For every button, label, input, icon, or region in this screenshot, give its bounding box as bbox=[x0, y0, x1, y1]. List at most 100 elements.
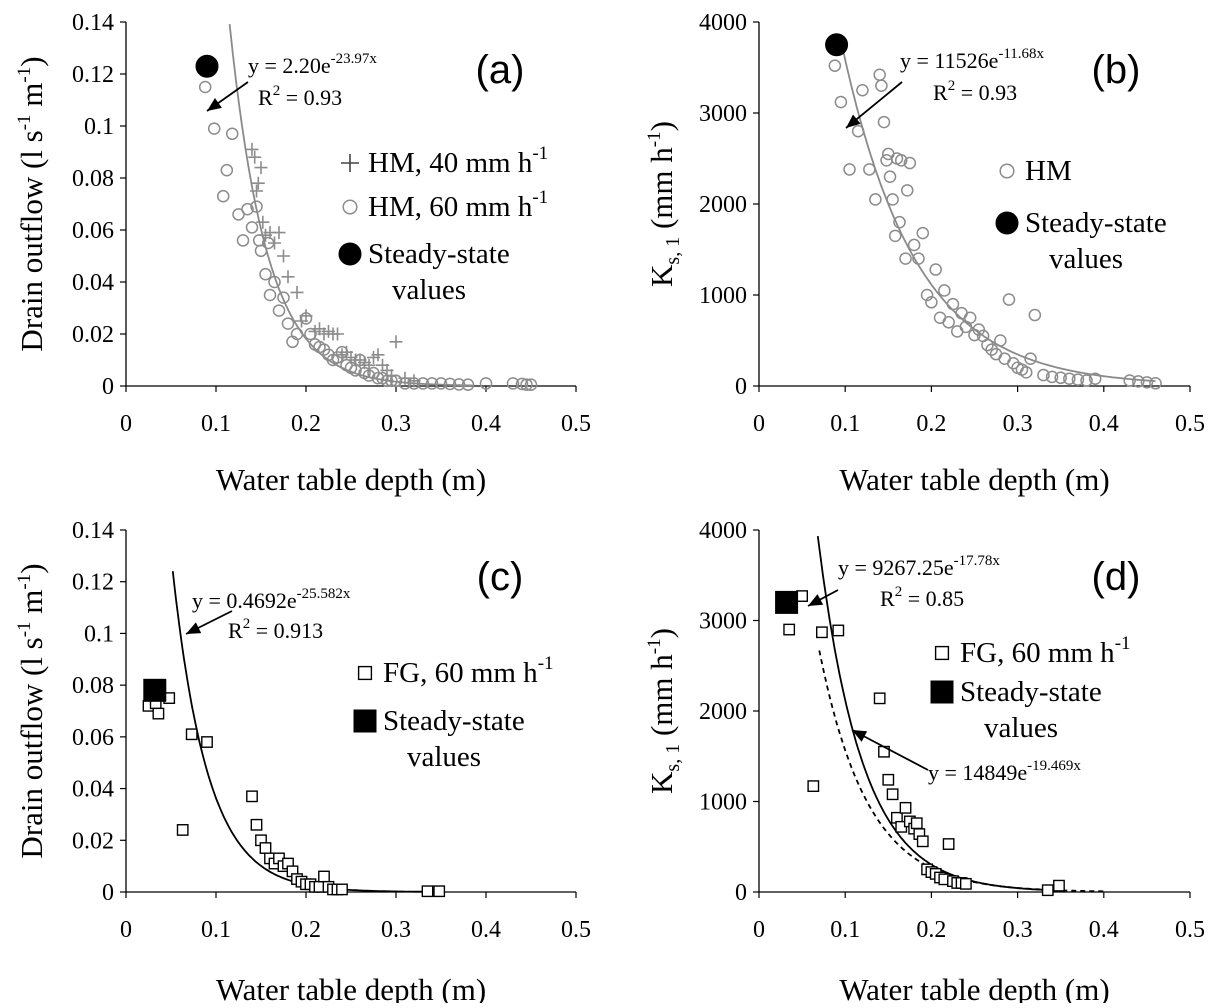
legend-item: Steady-state values bbox=[995, 207, 1167, 275]
x-axis-label: Water table depth (m) bbox=[839, 462, 1109, 497]
data-point bbox=[873, 692, 886, 705]
panel-c: 0 0.02 0.04 0.06 0.08 0.1 0.12 0.14 0 0.1 0.2 0.3 0.… bbox=[14, 518, 591, 1007]
data-point bbox=[290, 327, 304, 341]
data-point bbox=[899, 252, 912, 265]
data-point bbox=[942, 838, 955, 850]
arrow-head bbox=[186, 622, 202, 634]
y-tick-label: 4000 bbox=[699, 10, 747, 36]
panel-label: (a) bbox=[476, 48, 525, 92]
legend-marker bbox=[995, 211, 1019, 235]
data-point bbox=[520, 378, 533, 391]
data-point bbox=[907, 238, 921, 252]
legend-marker bbox=[999, 163, 1015, 179]
x-tick-label: 0.5 bbox=[1175, 917, 1205, 943]
data-point bbox=[1041, 884, 1054, 897]
y-tick-label: 0.12 bbox=[72, 62, 114, 88]
data-point bbox=[1037, 368, 1050, 382]
annotation-arrow bbox=[851, 729, 929, 771]
x-tick-label: 0.3 bbox=[381, 917, 411, 943]
data-point bbox=[479, 377, 493, 390]
data-point bbox=[380, 374, 394, 388]
legend-item: HM, 60 mm h-1 bbox=[342, 187, 548, 223]
legend-label: FG, 60 mm h-1 bbox=[383, 653, 554, 689]
data-point bbox=[277, 249, 290, 263]
y-tick-label: 0.08 bbox=[72, 673, 114, 699]
data-point bbox=[268, 236, 281, 250]
x-tick-label: 0 bbox=[120, 917, 132, 943]
legend-item: HM, 40 mm h-1 bbox=[341, 143, 548, 179]
y-tick-label: 4000 bbox=[699, 518, 747, 544]
data-point bbox=[1053, 879, 1065, 892]
x-axis-label: Water table depth (m) bbox=[839, 972, 1109, 1003]
data-point bbox=[201, 736, 213, 748]
data-point bbox=[281, 317, 295, 330]
panel-label: (c) bbox=[477, 555, 524, 599]
equation-text: y = 14849e-19.469x bbox=[928, 758, 1081, 785]
y-tick-label: 0.1 bbox=[84, 114, 114, 140]
y-axis-label: Ks, 1 (mm h-1) bbox=[644, 121, 684, 287]
data-point bbox=[389, 335, 403, 349]
data-point bbox=[241, 202, 254, 216]
data-point bbox=[524, 378, 538, 391]
data-point bbox=[882, 773, 895, 786]
x-tick-label: 0.4 bbox=[471, 917, 501, 943]
data-point bbox=[981, 338, 994, 352]
data-point bbox=[461, 378, 475, 391]
data-point bbox=[220, 163, 234, 177]
data-point bbox=[888, 229, 902, 243]
legend-marker bbox=[353, 709, 377, 733]
data-point bbox=[268, 275, 281, 289]
data-point bbox=[250, 818, 263, 831]
data-point bbox=[912, 252, 925, 265]
data-point bbox=[1019, 366, 1033, 379]
x-tick-label: 0.5 bbox=[1175, 411, 1205, 437]
data-point bbox=[259, 267, 272, 281]
data-point bbox=[254, 244, 268, 258]
legend-label: Steady-state values bbox=[960, 676, 1102, 744]
data-point bbox=[925, 296, 938, 309]
x-tick-label: 0.2 bbox=[291, 411, 321, 437]
data-point bbox=[277, 291, 290, 304]
data-point bbox=[825, 33, 849, 57]
y-tick-label: 0.1 bbox=[84, 621, 114, 647]
y-tick-label: 0.02 bbox=[72, 322, 114, 348]
data-point bbox=[452, 378, 466, 391]
data-point bbox=[263, 288, 277, 302]
y-tick-label: 0.04 bbox=[72, 270, 114, 296]
data-point bbox=[900, 184, 914, 197]
series-square-filled bbox=[143, 678, 167, 702]
data-point bbox=[421, 885, 434, 898]
y-axis-label: Drain outflow (l s-1 m-1) bbox=[14, 563, 49, 858]
panel-label: (b) bbox=[1092, 48, 1141, 92]
data-point bbox=[225, 127, 239, 141]
panel-d: 0 1000 2000 3000 4000 0 0.1 0.2 0.3 0.4 0.5 Water t… bbox=[644, 518, 1205, 1007]
data-point bbox=[398, 377, 412, 390]
legend-item: Steady-state values bbox=[930, 676, 1102, 744]
data-point bbox=[272, 304, 286, 317]
data-point bbox=[152, 707, 165, 720]
data-point bbox=[176, 824, 189, 836]
y-tick-label: 0 bbox=[102, 880, 114, 906]
data-point bbox=[1024, 352, 1037, 365]
arrow-head bbox=[207, 98, 222, 111]
data-point bbox=[832, 624, 845, 637]
data-point bbox=[261, 236, 275, 250]
arrow-head bbox=[852, 730, 868, 742]
data-point bbox=[1028, 308, 1042, 322]
data-point bbox=[207, 122, 221, 135]
data-point bbox=[349, 364, 362, 377]
data-point bbox=[886, 193, 899, 206]
legend-marker bbox=[357, 665, 373, 681]
x-tick-label: 0.1 bbox=[201, 411, 231, 437]
series-circle-open bbox=[198, 80, 538, 391]
x-tick-label: 0.1 bbox=[830, 411, 860, 437]
y-tick-label: 0 bbox=[735, 374, 747, 400]
data-point bbox=[1063, 372, 1076, 385]
x-tick-label: 0 bbox=[753, 917, 765, 943]
data-point bbox=[807, 780, 820, 793]
series-square-open bbox=[142, 692, 446, 898]
data-point bbox=[304, 327, 317, 341]
data-point bbox=[290, 285, 304, 299]
data-point bbox=[894, 154, 908, 167]
